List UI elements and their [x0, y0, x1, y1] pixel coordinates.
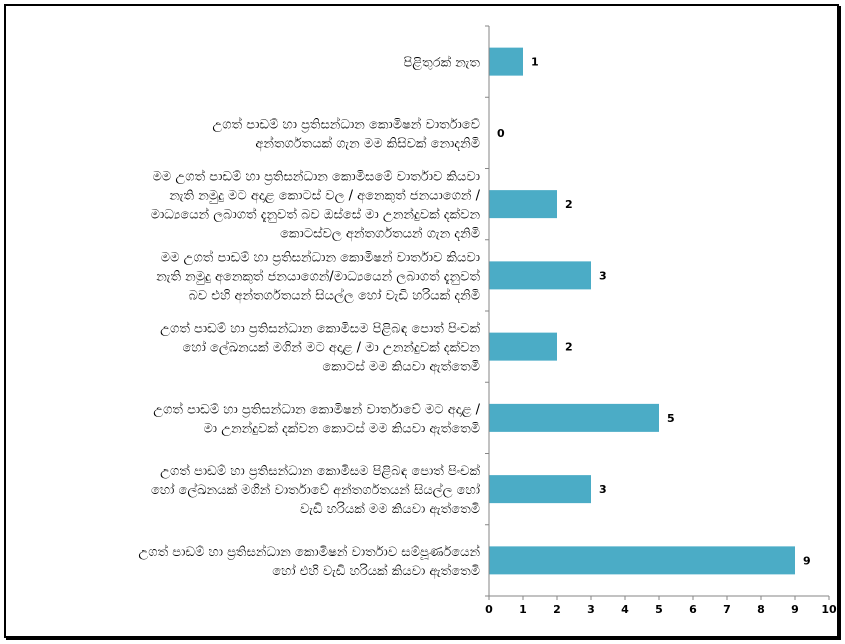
- x-tick-label-8: 8: [757, 603, 765, 616]
- x-tick-label-6: 6: [689, 603, 697, 616]
- bar-4: [489, 332, 557, 361]
- value-label-2: 2: [565, 198, 573, 211]
- value-label-4: 2: [565, 341, 573, 354]
- category-label-7: උගත් පාඩම් හා ප්‍රතිසන්ධාන කොමිෂන් වාර්ත…: [138, 544, 480, 579]
- x-tick-label-2: 2: [553, 603, 561, 616]
- bar-2: [489, 190, 557, 219]
- value-labels: 1 0 2 3 2 5 3 9: [497, 56, 811, 568]
- bars: [489, 47, 795, 575]
- category-label-1: උගත් පාඩම් හා ප්‍රතිසන්ධාන කොමිෂන් වාර්ත…: [212, 116, 480, 151]
- bar-6: [489, 475, 591, 504]
- x-tick-labels: 0 1 2 3 4 5 6 7 8 9 10: [485, 603, 837, 616]
- value-label-7: 9: [803, 554, 811, 567]
- x-tick-label-3: 3: [587, 603, 595, 616]
- bar-5: [489, 403, 659, 432]
- category-label-0: පිළිතුරක් නැත: [403, 54, 480, 70]
- value-label-1: 0: [497, 127, 505, 140]
- value-label-5: 5: [667, 412, 675, 425]
- category-label-3: මම උගත් පාඩම් හා ප්‍රතිසන්ධාන කොමිෂන් වා…: [156, 249, 480, 303]
- x-tick-label-10: 10: [821, 603, 837, 616]
- value-label-3: 3: [599, 269, 607, 282]
- category-label-6: උගත් පාඩම් හා ප්‍රතිසන්ධාන කොමිසම පිළිබඳ…: [151, 463, 480, 517]
- chart-frame: [4, 4, 839, 638]
- axes: [485, 25, 830, 600]
- bar-7: [489, 546, 795, 575]
- x-tick-label-9: 9: [791, 603, 799, 616]
- value-label-6: 3: [599, 483, 607, 496]
- bar-0: [489, 47, 523, 76]
- bar-3: [489, 261, 591, 290]
- category-label-2: මම උගත් පාඩම් හා ප්‍රතිසන්ධාන කොමිසමේ වා…: [151, 168, 481, 241]
- category-label-4: උගත් පාඩම් හා ප්‍රතිසන්ධාන කොමිසම පිළිබඳ…: [160, 320, 480, 374]
- x-tick-label-5: 5: [655, 603, 663, 616]
- value-label-0: 1: [531, 56, 539, 69]
- category-labels: පිළිතුරක් නැත උගත් පාඩම් හා ප්‍රතිසන්ධාන …: [138, 54, 480, 578]
- category-label-5: උගත් පාඩම් හා ප්‍රතිසන්ධාන කොමිෂන් වාර්ත…: [153, 401, 480, 436]
- x-tick-label-0: 0: [485, 603, 493, 616]
- x-tick-label-7: 7: [723, 603, 731, 616]
- x-tick-label-4: 4: [621, 603, 629, 616]
- x-tick-label-1: 1: [519, 603, 527, 616]
